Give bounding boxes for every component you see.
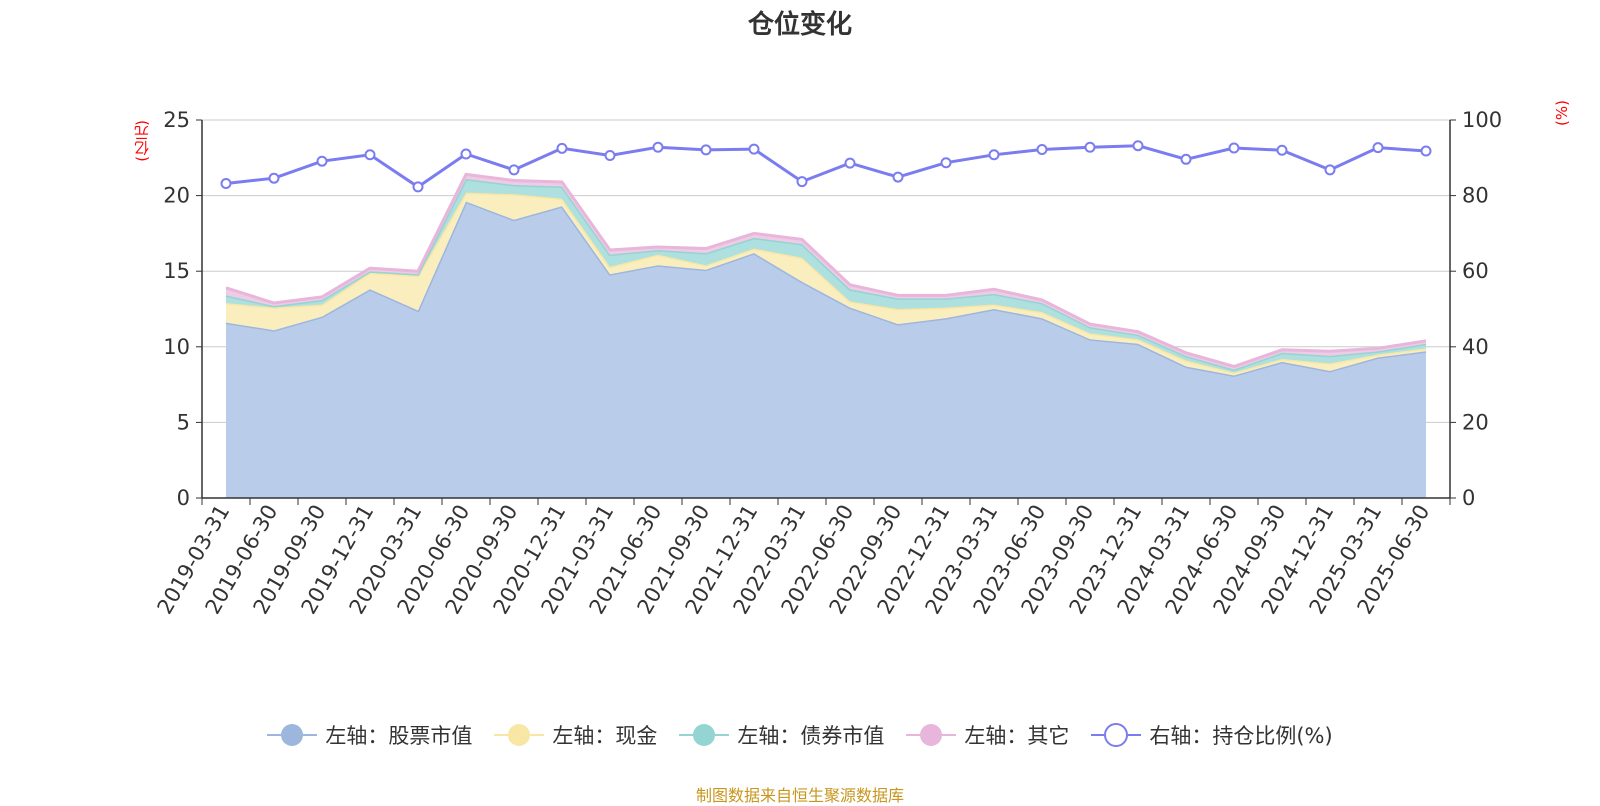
area-stock <box>226 201 1426 498</box>
ratio-point <box>604 150 616 162</box>
y-right-tick-label: 20 <box>1462 410 1489 434</box>
ratio-point <box>1036 143 1048 155</box>
legend-marker-stock <box>267 724 318 746</box>
ratio-point <box>316 155 328 167</box>
ratio-point <box>700 144 712 156</box>
legend-label-ratio: 右轴：持仓比例(%) <box>1149 724 1333 748</box>
y-left-tick-label: 20 <box>163 184 190 208</box>
y-right-tick-label: 100 <box>1462 108 1502 132</box>
legend-item-ratio[interactable]: 右轴：持仓比例(%) <box>1091 720 1333 750</box>
footer-source: 制图数据来自恒生聚源数据库 <box>695 786 904 805</box>
chart-title: 仓位变化 <box>747 10 852 40</box>
legend-item-other[interactable]: 左轴：其它 <box>906 720 1069 750</box>
y-left-tick-label: 10 <box>163 335 190 359</box>
ratio-point <box>460 148 472 160</box>
legend-item-stock[interactable]: 左轴：股票市值 <box>267 720 472 750</box>
legend-marker-bond <box>679 724 730 746</box>
ratio-point <box>652 141 664 153</box>
ratio-point <box>1420 145 1432 157</box>
y-left-tick-label: 25 <box>163 108 190 132</box>
legend: 左轴：股票市值 左轴：现金 左轴：债券市值 左轴：其它 右轴：持仓比例(%) <box>0 720 1600 750</box>
legend-item-bond[interactable]: 左轴：债券市值 <box>679 720 884 750</box>
ratio-point <box>892 171 904 183</box>
legend-marker-cash <box>494 724 545 746</box>
ratio-point <box>556 142 568 154</box>
ratio-point <box>1276 144 1288 156</box>
ratio-point <box>988 149 1000 161</box>
ratio-point <box>796 176 808 188</box>
ratio-point <box>940 157 952 169</box>
legend-item-cash[interactable]: 左轴：现金 <box>494 720 657 750</box>
ratio-point <box>1372 142 1384 154</box>
legend-marker-ratio <box>1091 723 1142 747</box>
ratio-point <box>1084 141 1096 153</box>
area-bond <box>226 179 1426 373</box>
ratio-point <box>268 172 280 184</box>
ratio-point <box>412 181 424 193</box>
y-left-tick-label: 15 <box>163 259 190 283</box>
legend-label-bond: 左轴：债券市值 <box>737 724 885 748</box>
ratio-point <box>844 157 856 169</box>
ratio-point <box>1324 164 1336 176</box>
ratio-point <box>364 149 376 161</box>
y-right-tick-label: 60 <box>1462 259 1489 283</box>
legend-label-cash: 左轴：现金 <box>552 724 658 748</box>
ratio-point <box>748 143 760 155</box>
area-cash <box>226 192 1426 376</box>
ratio-point <box>1228 142 1240 154</box>
ratio-point <box>1132 140 1144 152</box>
ratio-point <box>1180 153 1192 165</box>
ratio-line <box>225 144 1427 189</box>
ratio-point <box>220 178 232 190</box>
y-right-tick-label: 0 <box>1462 486 1475 510</box>
y-right-tick-label: 40 <box>1462 335 1489 359</box>
legend-label-stock: 左轴：股票市值 <box>325 724 473 748</box>
y-right-tick-label: 80 <box>1462 184 1489 208</box>
legend-marker-other <box>906 724 957 746</box>
y-left-tick-label: 5 <box>177 410 190 434</box>
area-line-other <box>225 172 1427 369</box>
ratio-point <box>508 164 520 176</box>
legend-label-other: 左轴：其它 <box>964 724 1070 748</box>
y-left-tick-label: 0 <box>177 486 190 510</box>
